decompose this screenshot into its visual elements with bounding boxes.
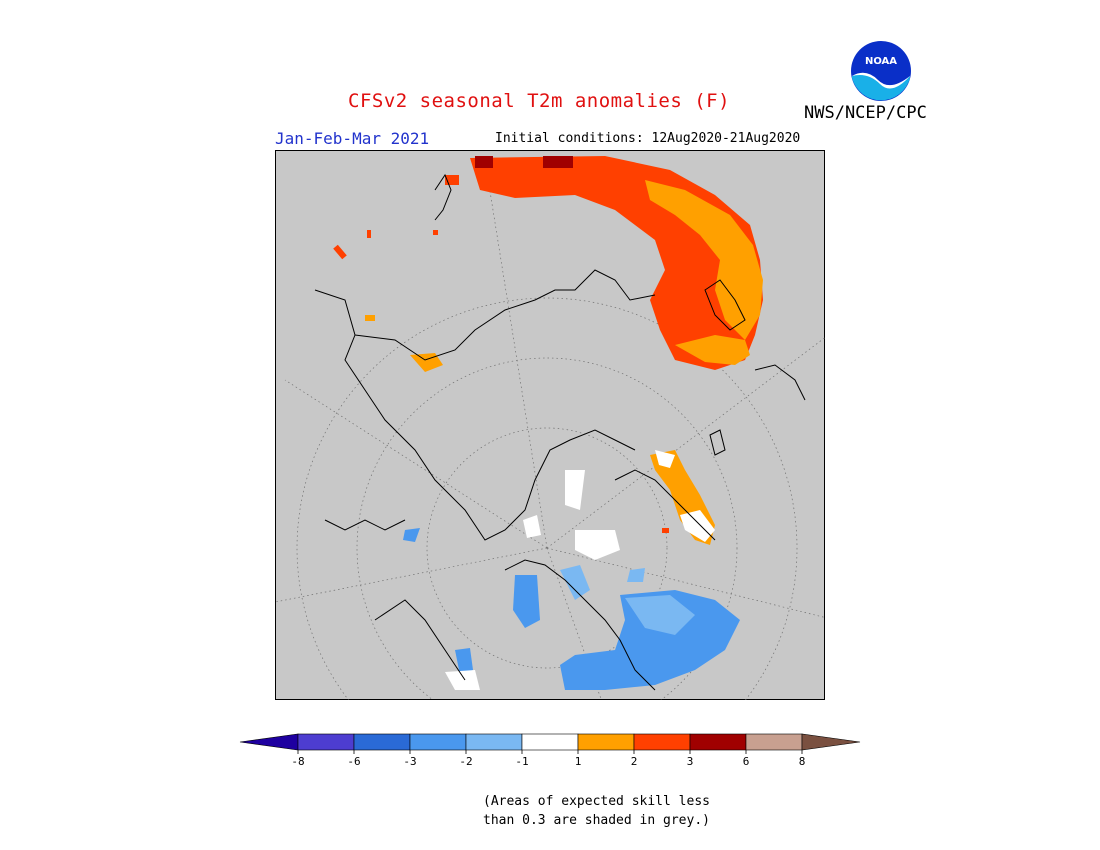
legend-arrow-high <box>801 733 861 751</box>
coastlines <box>314 173 806 691</box>
skill-note: (Areas of expected skill less than 0.3 a… <box>483 792 710 830</box>
legend-tick-label: 6 <box>743 755 750 768</box>
skill-note-line2: than 0.3 are shaded in grey.) <box>483 813 710 828</box>
legend-tick-label: 2 <box>631 755 638 768</box>
legend-tick-label: -2 <box>459 755 472 768</box>
anomaly-europe-greenland <box>523 450 715 560</box>
legend-swatch <box>297 733 355 751</box>
legend-tick-label: 1 <box>575 755 582 768</box>
graticule <box>275 159 825 700</box>
legend-swatch <box>633 733 691 751</box>
agency-label: NWS/NCEP/CPC <box>804 103 927 123</box>
legend-swatch <box>689 733 747 751</box>
noaa-logo: NOAA <box>851 41 911 101</box>
cool-anomaly-north-america <box>403 528 740 690</box>
legend-tick-label: -1 <box>515 755 528 768</box>
legend-swatch <box>465 733 523 751</box>
skill-note-line1: (Areas of expected skill less <box>483 794 710 809</box>
warm-anomaly-top <box>333 156 763 372</box>
legend-swatch <box>577 733 635 751</box>
legend-swatch <box>521 733 579 751</box>
map-title: CFSv2 seasonal T2m anomalies (F) <box>348 90 731 112</box>
legend-swatch <box>409 733 467 751</box>
legend-swatch <box>745 733 803 751</box>
legend-arrow-low <box>239 733 299 751</box>
legend-tick-label: 8 <box>799 755 806 768</box>
forecast-period: Jan-Feb-Mar 2021 <box>275 129 430 148</box>
initial-conditions: Initial conditions: 12Aug2020-21Aug2020 <box>495 131 801 146</box>
legend-tick-label: -6 <box>347 755 360 768</box>
legend-swatch <box>353 733 411 751</box>
color-legend: -8 -6 -3 -2 -1 1 2 3 6 8 <box>239 733 861 768</box>
legend-tick-label: -8 <box>291 755 304 768</box>
polar-map <box>275 150 825 700</box>
legend-tick-label: 3 <box>687 755 694 768</box>
svg-text:NOAA: NOAA <box>865 56 897 67</box>
legend-tick-label: -3 <box>403 755 416 768</box>
